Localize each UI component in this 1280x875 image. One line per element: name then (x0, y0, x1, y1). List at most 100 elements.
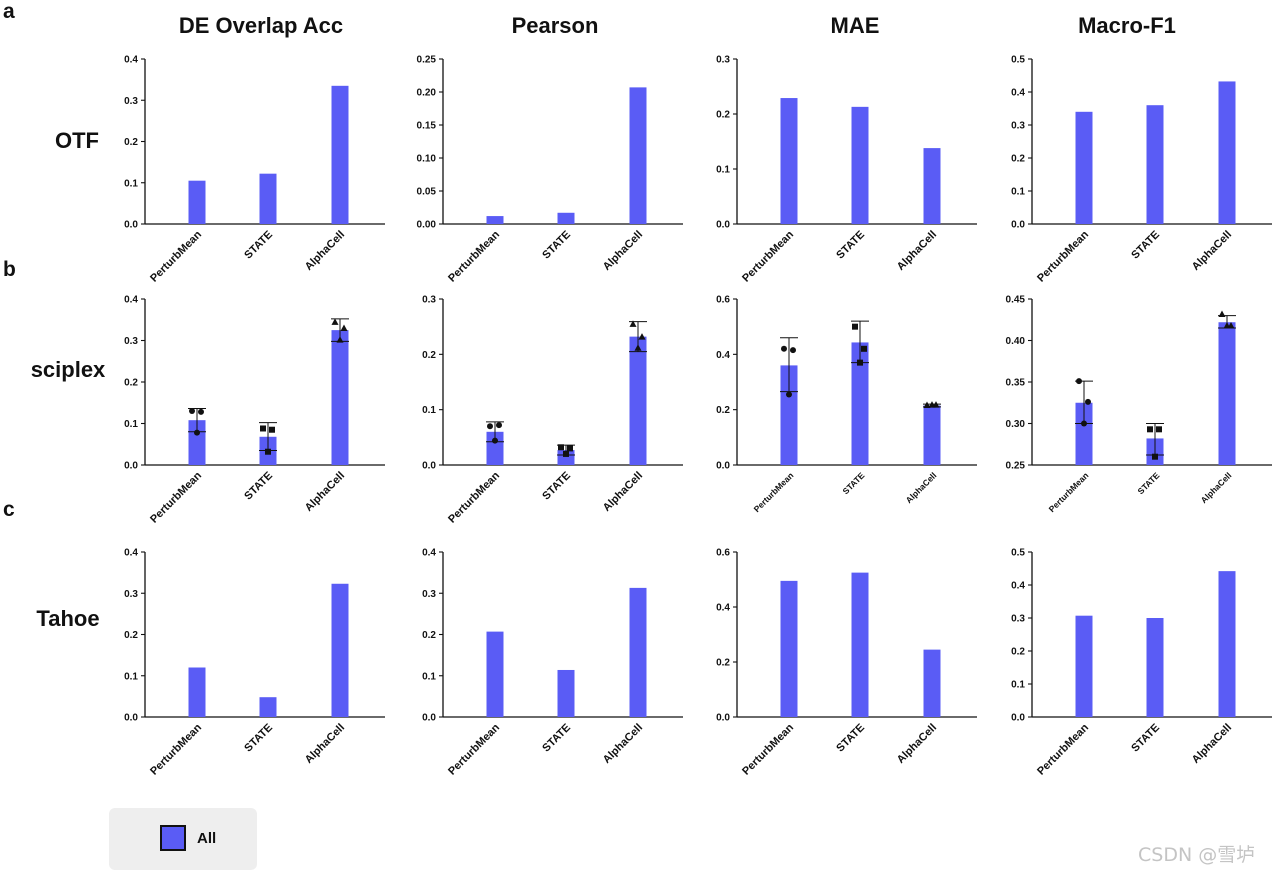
bar-alphacell (923, 405, 941, 465)
y-tick-label: 0.1 (124, 419, 138, 430)
y-tick-label: 0.2 (716, 658, 730, 669)
bar-alphacell (1218, 571, 1236, 717)
x-tick-label-state: STATE (834, 229, 867, 262)
bar-perturbmean (188, 180, 206, 224)
data-point-circle (790, 347, 796, 354)
y-tick-label: 0.0 (716, 461, 730, 472)
data-point-circle (198, 408, 204, 415)
data-point-square (1147, 426, 1153, 433)
bar-perturbmean (188, 667, 206, 717)
x-tick-label-alphacell: AlphaCell (303, 470, 347, 514)
y-tick-label: 0.25 (1006, 461, 1026, 472)
data-point-square (558, 444, 564, 451)
x-tick-label-state: STATE (834, 722, 867, 755)
y-tick-label: 0.45 (1006, 295, 1026, 306)
bar-state (851, 342, 869, 465)
y-tick-label: 0.3 (1011, 121, 1025, 132)
y-tick-label: 0.1 (124, 178, 138, 189)
chart-otf-de-overlap-acc: 0.0 0.1 0.2 0.3 0.4 PerturbMean STATE AlphaCell (124, 55, 385, 285)
y-tick-label: 0.1 (1011, 187, 1025, 198)
y-tick-label: 0.0 (1011, 713, 1025, 724)
data-point-square (1156, 426, 1162, 433)
panel-letter-a: a (3, 0, 15, 23)
y-tick-label: 0.3 (422, 295, 436, 306)
y-tick-label: 0.35 (1006, 378, 1026, 389)
data-point-square (1152, 453, 1158, 460)
dataset-label-tahoe: Tahoe (36, 606, 100, 631)
data-point-square (857, 359, 863, 366)
y-tick-label: 0.6 (716, 295, 730, 306)
y-tick-label: 0.4 (1011, 581, 1025, 592)
data-point-triangle (634, 344, 642, 351)
bar-state (1146, 105, 1164, 224)
y-tick-label: 0.1 (422, 671, 436, 682)
data-point-circle (492, 437, 498, 444)
bar-perturbmean (780, 365, 798, 465)
y-tick-label: 0.4 (124, 55, 138, 66)
x-tick-label-perturbmean: PerturbMean (148, 469, 204, 525)
x-tick-label-state: STATE (540, 722, 573, 755)
y-tick-label: 0.3 (124, 336, 138, 347)
y-tick-label: 0.2 (422, 630, 436, 641)
y-tick-label: 0.4 (716, 603, 730, 614)
data-point-triangle (1223, 322, 1231, 329)
y-tick-label: 0.1 (716, 165, 730, 176)
watermark: CSDN @雪垆 (1138, 844, 1256, 866)
data-point-circle (496, 422, 502, 429)
bar-alphacell (629, 587, 647, 717)
x-tick-label-perturbmean: PerturbMean (740, 721, 796, 777)
chart-tahoe-de-overlap-acc: 0.0 0.1 0.2 0.3 0.4 PerturbMean STATE AlphaCell (124, 548, 385, 778)
y-tick-label: 0.1 (1011, 680, 1025, 691)
y-tick-label: 0.2 (124, 137, 138, 148)
bar-perturbmean (780, 98, 798, 224)
chart-sciplex-pearson: 0.0 0.1 0.2 0.3 PerturbMean STATE AlphaCell (422, 295, 683, 526)
y-tick-label: 0.0 (716, 713, 730, 724)
chart-otf-mae: 0.0 0.1 0.2 0.3 PerturbMean STATE AlphaCell (716, 55, 977, 285)
y-tick-label: 0.1 (124, 671, 138, 682)
bar-state (259, 173, 277, 224)
y-tick-label: 0.0 (716, 220, 730, 231)
x-tick-label-alphacell: AlphaCell (904, 470, 939, 505)
legend-swatch (160, 825, 186, 851)
y-tick-label: 0.2 (716, 110, 730, 121)
panel-letter-b: b (3, 258, 16, 281)
y-tick-label: 0.4 (124, 548, 138, 559)
x-tick-label-perturbmean: PerturbMean (148, 228, 204, 284)
data-point-triangle (340, 324, 348, 332)
bar-state (557, 450, 575, 465)
chart-sciplex-mae: 0.0 0.2 0.4 0.6 PerturbMean STATE AlphaCell (716, 295, 977, 514)
metric-title-de-overlap-acc: DE Overlap Acc (178, 13, 344, 38)
y-tick-label: 0.1 (422, 405, 436, 416)
y-tick-label: 0.0 (124, 713, 138, 724)
x-tick-label-state: STATE (1129, 229, 1162, 262)
x-tick-label-perturbmean: PerturbMean (752, 470, 796, 514)
data-point-circle (1081, 420, 1087, 427)
bar-alphacell (923, 649, 941, 717)
y-tick-label: 0.40 (1006, 336, 1026, 347)
y-tick-label: 0.00 (417, 220, 437, 231)
bar-alphacell (1218, 81, 1236, 224)
chart-otf-pearson: 0.00 0.05 0.10 0.15 0.20 0.25 PerturbMean STATE… (417, 55, 683, 285)
bar-alphacell (1218, 322, 1236, 465)
x-tick-label-perturbmean: PerturbMean (1035, 721, 1091, 777)
dataset-label-otf: OTF (55, 128, 99, 153)
y-tick-label: 0.0 (422, 461, 436, 472)
x-tick-label-state: STATE (242, 229, 275, 262)
data-point-square (567, 445, 573, 452)
y-tick-label: 0.4 (716, 350, 730, 361)
y-tick-label: 0.20 (417, 88, 437, 99)
x-tick-label-state: STATE (540, 229, 573, 262)
bar-perturbmean (486, 631, 504, 717)
y-tick-label: 0.6 (716, 548, 730, 559)
x-tick-label-alphacell: AlphaCell (1190, 229, 1234, 273)
data-point-triangle (638, 333, 646, 340)
data-point-triangle (923, 401, 931, 408)
y-tick-label: 0.4 (422, 548, 436, 559)
y-tick-label: 0.0 (1011, 220, 1025, 231)
y-tick-label: 0.2 (422, 350, 436, 361)
data-point-triangle (928, 401, 936, 408)
metric-title-mae: MAE (830, 13, 880, 38)
data-point-square (260, 425, 266, 432)
x-tick-label-alphacell: AlphaCell (303, 722, 347, 766)
data-point-circle (487, 423, 493, 430)
